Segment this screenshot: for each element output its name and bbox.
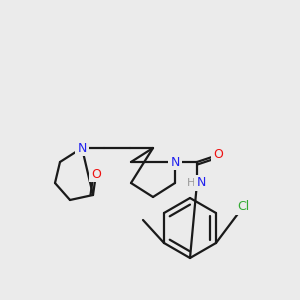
Text: N: N (196, 176, 206, 190)
Text: H: H (187, 178, 195, 188)
Text: N: N (77, 142, 87, 154)
Text: O: O (213, 148, 223, 161)
Text: N: N (170, 155, 180, 169)
Text: Cl: Cl (237, 200, 249, 214)
Text: O: O (91, 167, 101, 181)
